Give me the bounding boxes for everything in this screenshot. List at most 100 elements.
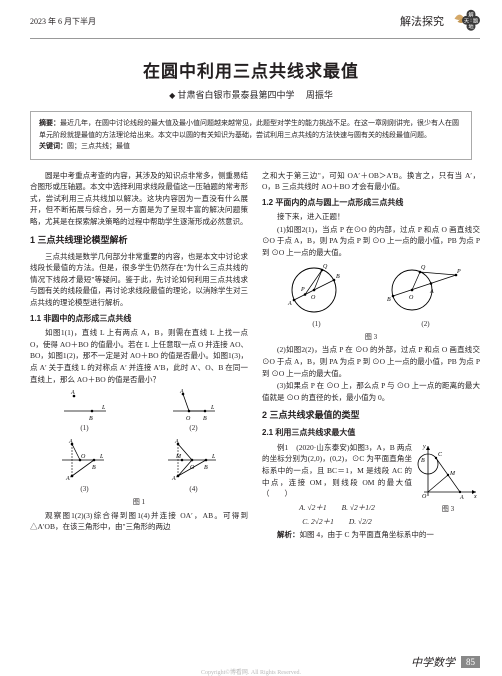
opt-c-label: C. — [302, 517, 309, 526]
figure-1-row2: A O B A′ L A M O — [30, 438, 248, 482]
figure-4: x y O B A C M 图 3 — [416, 442, 480, 515]
opt-d-val: √2/2 — [358, 517, 372, 526]
fig3-2: O B A P Q — [384, 263, 462, 317]
svg-text:B: B — [92, 465, 96, 471]
sol-label: 解析： — [277, 530, 300, 539]
svg-text:M: M — [175, 454, 182, 460]
fig1-cap-top: (1) (2) — [30, 423, 248, 434]
svg-text:A: A — [287, 301, 292, 307]
cap-1-4: (4) — [189, 484, 197, 495]
figure-3-row: O A P B Q O B A — [262, 263, 480, 317]
author-name: 周振华 — [306, 90, 333, 100]
opt-a-val: √2＋1 — [307, 503, 326, 512]
svg-text:B: B — [89, 416, 93, 421]
section-2-1-heading: 2.1 利用三点共线求最大值 — [262, 427, 480, 439]
solution: 解析：如图 4，由于 C 为平面直角坐标系中的一 — [262, 529, 480, 541]
svg-text:L: L — [211, 454, 216, 460]
svg-text:B: B — [421, 458, 425, 464]
author-line: ◆ 甘肃省白银市景泰县第四中学 周振华 — [0, 88, 502, 101]
abstract-box: 摘要：最近几年，在圆中讨论线段的最大值及最小值问题越来越常见，此题型对学生的能力… — [30, 111, 472, 160]
keywords-label: 关键词： — [39, 143, 67, 150]
intro-para: 圆是中考重点考查的内容，其涉及的知识点非常多，侧重易结合图形或压轴题。本文中选择… — [30, 170, 248, 228]
fig1-3: A O B A′ L — [60, 438, 106, 482]
para-r3: (2)如图2(2)，当点 P 在 ⊙O 的外部，过点 P 和点 O 画直线交 ⊙… — [262, 344, 480, 379]
keywords-text: 关键词：圆；三点共线；最值 — [39, 141, 463, 153]
para-2: 如图1(1)，直线 L 上有两点 A，B，则需在直线 L 上找一点 O，使得 A… — [30, 327, 248, 385]
section-1-heading: 1 三点共线理论模型解析 — [30, 234, 248, 248]
right-column: 之和大于第三边"，可知 OA′＋OB＞A′B。换言之，只有当 A′，O，B 三点… — [262, 170, 480, 542]
svg-text:L: L — [99, 454, 104, 460]
fig4-caption: 图 3 — [416, 504, 480, 515]
corner-badge-icon: 解 题 地 天 — [450, 8, 480, 34]
opt-c-val: 2√2＋1 — [311, 517, 334, 526]
svg-text:B: B — [203, 416, 207, 421]
fig1-label: 图 1 — [30, 497, 248, 508]
opt-b-label: B. — [342, 503, 348, 512]
title-block: 在圆中利用三点共线求最值 ◆ 甘肃省白银市景泰县第四中学 周振华 — [0, 57, 502, 101]
svg-text:天: 天 — [464, 18, 470, 25]
svg-text:A: A — [459, 495, 464, 500]
issue-date: 2023 年 6 月下半月 — [30, 16, 96, 27]
figure-1-row: A B L A O B L — [30, 389, 248, 421]
svg-text:y: y — [422, 444, 426, 450]
svg-text:A′: A′ — [171, 476, 178, 482]
fig3-cap: (1) (2) — [262, 319, 480, 330]
fig1-2: A O B L — [171, 389, 217, 421]
svg-text:A′: A′ — [65, 476, 72, 482]
para-r2: (1)如图2(1)，当点 P 在⊙O 的内部，过点 P 和点 O 画直线交 ⊙O… — [262, 224, 480, 259]
copyright-line: Copyright©博看网. All Rights Reserved. — [0, 667, 502, 676]
cap-1-3: (3) — [80, 484, 88, 495]
svg-text:P: P — [300, 287, 305, 293]
abstract-text: 摘要：最近几年，在圆中讨论线段的最大值及最小值问题越来越常见，此题型对学生的能力… — [39, 118, 463, 141]
header-right: 解法探究 解 题 地 天 — [400, 8, 480, 34]
section-1-2-heading: 1.2 平面内的点与圆上一点形成三点共线 — [262, 197, 480, 209]
fig4-svg: x y O B A C M — [416, 442, 480, 500]
fig1-cap-bottom: (3) (4) — [30, 484, 248, 495]
fig3-1: O A P B Q — [281, 263, 347, 317]
fig1-1: A B L — [62, 389, 108, 421]
svg-text:L: L — [210, 405, 215, 411]
svg-text:B: B — [204, 465, 208, 471]
diamond-icon: ◆ — [169, 91, 175, 100]
page-header: 2023 年 6 月下半月 解法探究 解 题 地 天 — [0, 0, 502, 38]
svg-text:B: B — [336, 274, 340, 280]
options-row-2: C. 2√2＋1 D. √2/2 — [262, 516, 480, 528]
affiliation: 甘肃省白银市景泰县第四中学 — [178, 90, 295, 100]
section-2-heading: 2 三点共线求最值的类型 — [262, 409, 480, 423]
para-r1: 接下来，进入正题！ — [262, 211, 480, 223]
svg-text:P: P — [456, 269, 461, 275]
cap-1-1: (1) — [80, 423, 88, 434]
svg-text:O: O — [409, 295, 414, 301]
abstract-label: 摘要： — [39, 120, 60, 127]
svg-text:A: A — [429, 289, 434, 295]
para-3: 观察图1(2)(3)综合得到图1(4)并连接 OA′，AB。可得到△A′OB，在… — [30, 510, 248, 533]
opt-b-val: √2＋1/2 — [350, 503, 375, 512]
svg-text:A: A — [70, 390, 75, 396]
svg-text:O: O — [81, 454, 86, 460]
para-1: 三点共线是数学几何部分非常重要的内容，也是本文中讨论求线段长最值的方法。但是，很… — [30, 251, 248, 309]
svg-text:C: C — [438, 452, 443, 458]
svg-text:x: x — [473, 494, 477, 500]
fig1-4: A M O B A′ L — [166, 438, 218, 482]
section-1-1-heading: 1.1 非圆中的点形成三点共线 — [30, 313, 248, 325]
svg-text:O: O — [422, 494, 427, 500]
para-r4: (3)如果点 P 在 ⊙O 上，那么点 P 与 ⊙O 上一点的距离的最大值就是 … — [262, 380, 480, 403]
svg-text:O: O — [311, 295, 316, 301]
svg-text:L: L — [101, 405, 106, 411]
keywords-body: 圆；三点共线；最值 — [67, 142, 130, 150]
svg-text:Q: Q — [421, 265, 426, 271]
opt-d-label: D. — [349, 517, 356, 526]
cap-3-1: (1) — [312, 319, 320, 330]
left-column: 圆是中考重点考查的内容，其涉及的知识点非常多，侧重易结合图形或压轴题。本文中选择… — [30, 170, 248, 542]
header-rule — [30, 38, 480, 39]
opt-a-label: A. — [299, 503, 305, 512]
cap-3-2: (2) — [421, 319, 429, 330]
columns: 圆是中考重点考查的内容，其涉及的知识点非常多，侧重易结合图形或压轴题。本文中选择… — [0, 168, 502, 542]
svg-text:Q: Q — [323, 264, 328, 270]
section-label: 解法探究 — [400, 13, 444, 29]
svg-text:O: O — [186, 416, 191, 421]
svg-text:B: B — [387, 297, 391, 303]
cap-1-2: (2) — [189, 423, 197, 434]
sol-text: 如图 4，由于 C 为平面直角坐标系中的一 — [300, 530, 434, 539]
abstract-body: 最近几年，在圆中讨论线段的最大值及最小值问题越来越常见，此题型对学生的能力挑战不… — [39, 119, 459, 139]
